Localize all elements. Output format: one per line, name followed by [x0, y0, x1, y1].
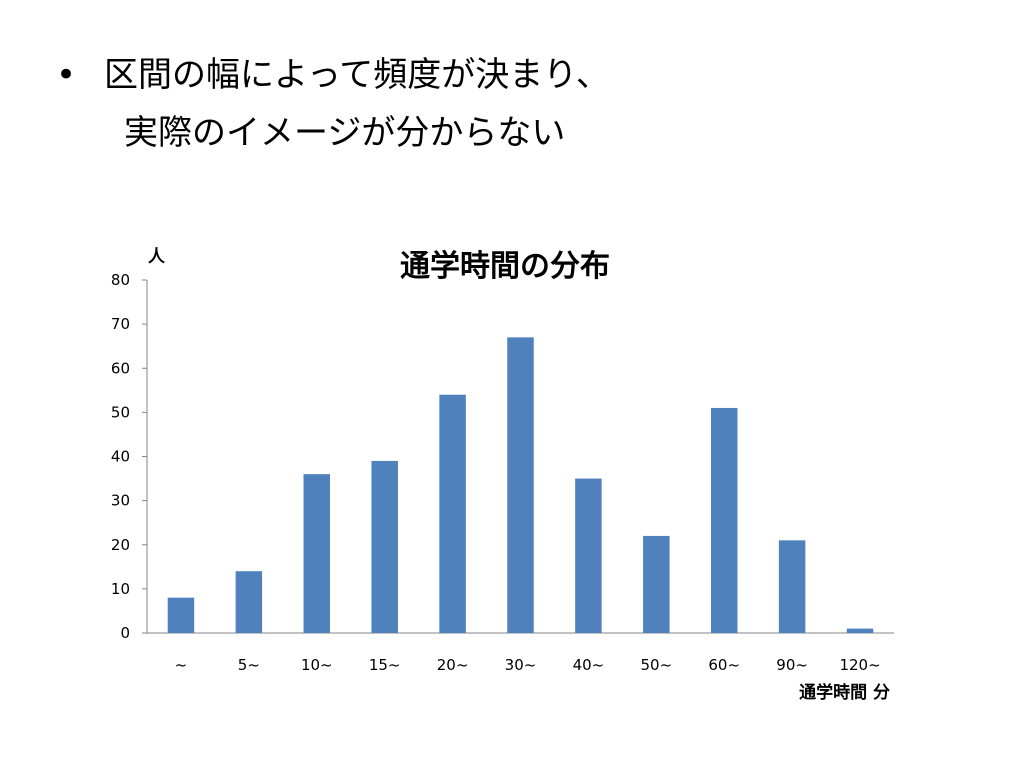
- x-category-label: 40~: [573, 656, 605, 674]
- bar: [778, 540, 806, 633]
- y-tick-label: 50: [111, 403, 130, 421]
- y-tick-label: 0: [120, 624, 130, 642]
- bar: [303, 474, 331, 633]
- bullet-text-block: • 区間の幅によって頻度が決まり、 実際のイメージが分からない: [56, 46, 610, 162]
- bar: [235, 571, 263, 633]
- bullet-item: • 区間の幅によって頻度が決まり、: [56, 46, 610, 104]
- y-tick-label: 40: [111, 448, 130, 466]
- x-category-label: 30~: [505, 656, 537, 674]
- bar: [507, 337, 534, 633]
- x-category-label: 20~: [437, 656, 469, 674]
- y-tick-label: 30: [111, 492, 130, 510]
- bar: [371, 460, 398, 633]
- x-category-label: 50~: [640, 656, 672, 674]
- bar: [167, 597, 195, 633]
- bar: [846, 628, 874, 633]
- bullet-line-1: 区間の幅によって頻度が決まり、: [104, 55, 610, 95]
- x-category-label: 60~: [708, 656, 740, 674]
- x-category-label: 10~: [301, 656, 333, 674]
- y-tick-label: 80: [111, 271, 130, 289]
- bar: [710, 407, 738, 633]
- y-tick-label: 10: [111, 580, 130, 598]
- y-axis-unit-label: 人: [148, 247, 166, 267]
- bar: [439, 394, 466, 633]
- chart-title: 通学時間の分布: [400, 249, 610, 284]
- x-category-label: 5~: [238, 656, 260, 674]
- x-category-label: 90~: [776, 656, 808, 674]
- y-tick-label: 60: [111, 359, 130, 377]
- bullet-icon: •: [56, 55, 77, 95]
- x-category-label: ~: [175, 656, 188, 674]
- bar: [575, 478, 602, 633]
- x-category-label: 15~: [369, 656, 401, 674]
- y-tick-label: 20: [111, 536, 130, 554]
- y-tick-label: 70: [111, 315, 130, 333]
- x-axis-unit-label: 通学時間 分: [799, 682, 890, 703]
- bullet-line-2: 実際のイメージが分からない: [124, 113, 566, 153]
- bar: [643, 535, 670, 633]
- x-category-label: 120~: [839, 656, 880, 674]
